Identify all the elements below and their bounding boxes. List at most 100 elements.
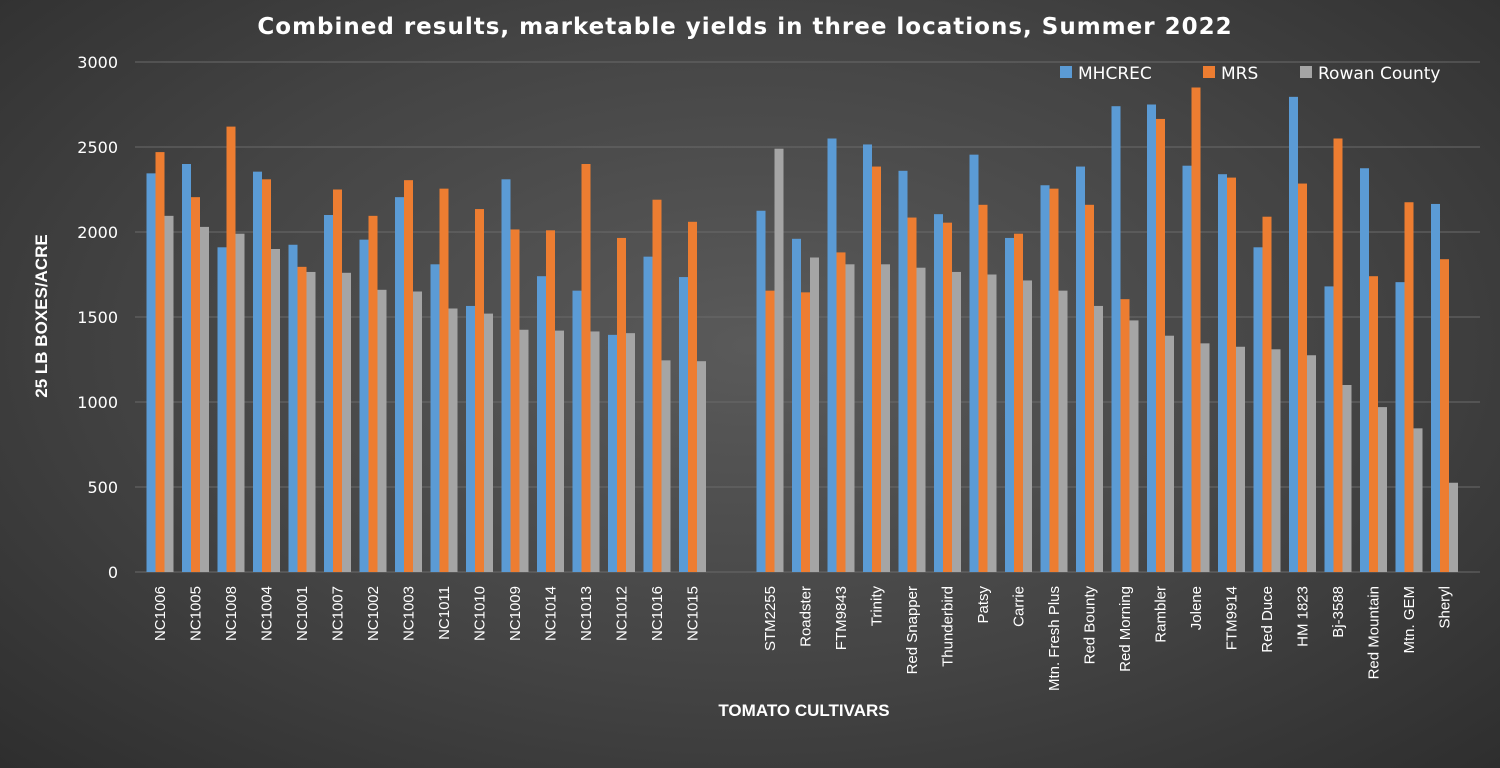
x-tick-label: Roadster bbox=[798, 586, 815, 647]
bar-rowan-county bbox=[697, 361, 706, 572]
bar-mrs bbox=[333, 189, 342, 572]
bar-mrs bbox=[617, 237, 626, 572]
bar-rowan-county bbox=[306, 271, 316, 572]
bar-mrs bbox=[978, 204, 988, 573]
x-axis-label: TOMATO CULTIVARS bbox=[718, 701, 889, 720]
bar-rowan-county bbox=[484, 313, 493, 572]
x-tick-label: NC1006 bbox=[152, 586, 169, 641]
bar-rowan-county bbox=[1449, 482, 1458, 572]
bar-mrs bbox=[1333, 138, 1343, 572]
x-tick-label: NC1009 bbox=[507, 586, 524, 641]
legend-swatch bbox=[1300, 66, 1312, 78]
x-tick-label: NC1002 bbox=[365, 586, 382, 641]
bar-mhcrec bbox=[643, 256, 653, 572]
bar-rowan-county bbox=[987, 274, 997, 572]
y-tick-label: 0 bbox=[108, 563, 118, 582]
bar-rowan-county bbox=[626, 333, 635, 572]
bar-mrs bbox=[1227, 177, 1236, 572]
bar-mhcrec bbox=[827, 138, 837, 572]
bar-mrs bbox=[1049, 188, 1059, 572]
bar-mhcrec bbox=[430, 264, 440, 572]
bar-mhcrec bbox=[1111, 106, 1121, 572]
bar-mhcrec bbox=[182, 164, 191, 572]
bar-rowan-county bbox=[519, 329, 529, 572]
bar-rowan-county bbox=[1058, 290, 1068, 572]
bar-rowan-county bbox=[1378, 407, 1387, 572]
x-tick-label: NC1004 bbox=[259, 586, 276, 641]
x-tick-label: NC1003 bbox=[401, 586, 418, 641]
x-tick-label: Mtn. Fresh Plus bbox=[1046, 586, 1063, 691]
x-tick-label: Jolene bbox=[1188, 586, 1205, 630]
bar-mrs bbox=[475, 209, 484, 573]
bar-rowan-county bbox=[1094, 305, 1103, 572]
bar-mrs bbox=[801, 292, 810, 572]
x-tick-label: NC1011 bbox=[436, 586, 453, 640]
bar-mrs bbox=[765, 290, 775, 572]
bar-mhcrec bbox=[1005, 237, 1014, 572]
bar-mhcrec bbox=[1431, 203, 1440, 572]
bar-mhcrec bbox=[324, 215, 333, 572]
bar-rowan-county bbox=[774, 148, 784, 572]
bar-rowan-county bbox=[1413, 428, 1423, 572]
bar-mrs bbox=[688, 221, 697, 573]
x-tick-label: Red Morning bbox=[1117, 586, 1134, 672]
bar-mhcrec bbox=[863, 144, 872, 572]
y-tick-label: 2500 bbox=[77, 138, 118, 157]
x-tick-label: Carrie bbox=[1011, 586, 1028, 627]
bar-mrs bbox=[191, 197, 200, 572]
bar-rowan-county bbox=[448, 308, 458, 572]
bar-mrs bbox=[439, 188, 449, 572]
bars bbox=[146, 87, 1458, 573]
x-tick-label: Trinity bbox=[869, 586, 886, 627]
bar-mhcrec bbox=[1040, 185, 1050, 572]
bar-mrs bbox=[581, 164, 591, 572]
x-tick-label: Patsy bbox=[975, 586, 992, 624]
bar-mhcrec bbox=[1324, 286, 1334, 572]
x-tick-label: NC1014 bbox=[543, 586, 560, 641]
bar-mhcrec bbox=[466, 305, 475, 572]
bar-mrs bbox=[546, 230, 555, 573]
bar-rowan-county bbox=[555, 330, 564, 572]
bar-mrs bbox=[1014, 233, 1023, 572]
bar-mhcrec bbox=[934, 214, 943, 572]
x-tick-label: FTM9843 bbox=[833, 586, 850, 650]
bar-rowan-county bbox=[1271, 349, 1281, 572]
bar-rowan-county bbox=[1342, 385, 1352, 572]
x-tick-label: NC1008 bbox=[223, 586, 240, 641]
x-tick-label: NC1012 bbox=[614, 586, 631, 641]
bar-mrs bbox=[872, 166, 881, 573]
y-axis-label: 25 LB BOXES/ACRE bbox=[32, 234, 51, 397]
bar-mrs bbox=[1369, 276, 1378, 572]
x-tick-label: Red Snapper bbox=[904, 586, 921, 674]
bar-mrs bbox=[907, 217, 917, 573]
bar-mhcrec bbox=[572, 290, 582, 572]
x-tick-label: STM2255 bbox=[762, 586, 779, 651]
bar-mrs bbox=[1404, 202, 1414, 572]
bar-rowan-county bbox=[164, 215, 174, 572]
x-tick-label: Thunderbird bbox=[940, 586, 957, 667]
bar-rowan-county bbox=[200, 226, 209, 572]
bar-mrs bbox=[1262, 216, 1272, 572]
y-tick-label: 1000 bbox=[77, 393, 118, 412]
legend-swatch bbox=[1203, 66, 1215, 78]
bar-rowan-county bbox=[916, 267, 926, 572]
bar-mrs bbox=[297, 266, 307, 572]
bar-mhcrec bbox=[1360, 168, 1369, 572]
legend-swatch bbox=[1060, 66, 1072, 78]
bar-mhcrec bbox=[1147, 104, 1156, 572]
bar-mrs bbox=[652, 199, 662, 572]
x-tick-label: NC1016 bbox=[649, 586, 666, 641]
bar-mhcrec bbox=[288, 244, 298, 572]
bar-rowan-county bbox=[235, 233, 245, 572]
bar-mhcrec bbox=[253, 171, 262, 572]
bar-rowan-county bbox=[1129, 320, 1139, 572]
bar-rowan-county bbox=[342, 272, 351, 572]
bar-mhcrec bbox=[756, 210, 766, 572]
bar-mrs bbox=[1085, 204, 1094, 573]
bar-mrs bbox=[404, 180, 413, 572]
bar-rowan-county bbox=[881, 264, 890, 572]
x-tick-label: NC1015 bbox=[685, 586, 702, 641]
y-axis: 0 500 1000 1500 2000 2500 3000 bbox=[77, 53, 118, 582]
y-tick-label: 1500 bbox=[77, 308, 118, 327]
